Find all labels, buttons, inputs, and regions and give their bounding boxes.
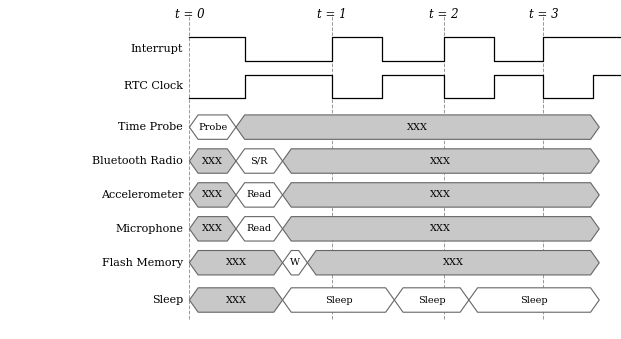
Text: XXX: XXX xyxy=(443,258,464,267)
Polygon shape xyxy=(189,183,236,207)
Polygon shape xyxy=(189,149,236,173)
Text: XXX: XXX xyxy=(430,224,451,233)
Polygon shape xyxy=(469,288,599,312)
Text: XXX: XXX xyxy=(202,191,223,199)
Text: t = 2: t = 2 xyxy=(429,8,459,21)
Text: Flash Memory: Flash Memory xyxy=(102,258,183,268)
Polygon shape xyxy=(283,251,307,275)
Text: XXX: XXX xyxy=(225,258,247,267)
Polygon shape xyxy=(189,115,236,139)
Polygon shape xyxy=(189,288,283,312)
Text: t = 3: t = 3 xyxy=(528,8,558,21)
Text: Bluetooth Radio: Bluetooth Radio xyxy=(93,156,183,166)
Text: RTC Clock: RTC Clock xyxy=(124,81,183,92)
Text: Read: Read xyxy=(247,191,272,199)
Text: XXX: XXX xyxy=(225,296,247,304)
Polygon shape xyxy=(283,288,394,312)
Polygon shape xyxy=(236,217,283,241)
Text: t = 0: t = 0 xyxy=(175,8,204,21)
Polygon shape xyxy=(189,217,236,241)
Text: Probe: Probe xyxy=(198,123,227,132)
Polygon shape xyxy=(283,149,599,173)
Text: Read: Read xyxy=(247,224,272,233)
Polygon shape xyxy=(236,115,599,139)
Polygon shape xyxy=(236,183,283,207)
Text: XXX: XXX xyxy=(407,123,428,132)
Text: Sleep: Sleep xyxy=(325,296,352,304)
Text: W: W xyxy=(290,258,300,267)
Text: Time Probe: Time Probe xyxy=(119,122,183,132)
Polygon shape xyxy=(307,251,599,275)
Polygon shape xyxy=(283,183,599,207)
Text: XXX: XXX xyxy=(202,157,223,165)
Text: Accelerometer: Accelerometer xyxy=(101,190,183,200)
Polygon shape xyxy=(236,149,283,173)
Text: t = 1: t = 1 xyxy=(317,8,347,21)
Text: Microphone: Microphone xyxy=(115,224,183,234)
Text: XXX: XXX xyxy=(430,191,451,199)
Polygon shape xyxy=(283,217,599,241)
Text: Sleep: Sleep xyxy=(520,296,548,304)
Text: Sleep: Sleep xyxy=(152,295,183,305)
Polygon shape xyxy=(394,288,469,312)
Text: XXX: XXX xyxy=(202,224,223,233)
Text: XXX: XXX xyxy=(430,157,451,165)
Text: Sleep: Sleep xyxy=(418,296,445,304)
Polygon shape xyxy=(189,251,283,275)
Text: S/R: S/R xyxy=(251,157,268,165)
Text: Interrupt: Interrupt xyxy=(131,44,183,54)
